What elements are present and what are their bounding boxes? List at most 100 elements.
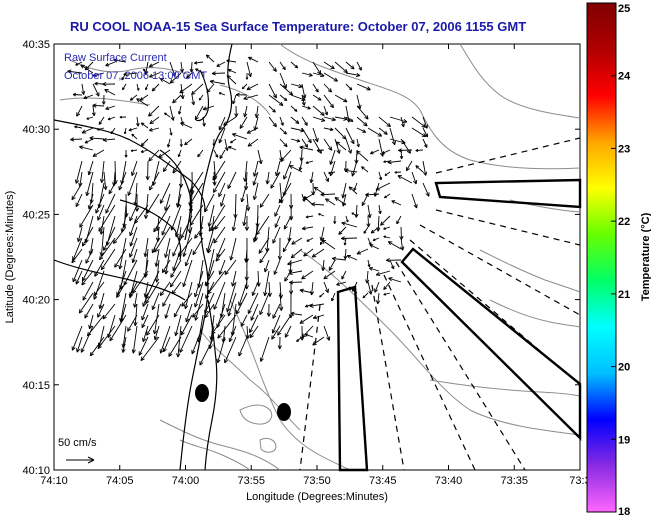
current-vector bbox=[154, 248, 160, 267]
current-vector bbox=[258, 237, 270, 254]
y-tick-label: 40:30 bbox=[22, 124, 50, 136]
current-vector bbox=[345, 116, 354, 122]
current-vector bbox=[356, 138, 360, 148]
current-vector bbox=[321, 239, 336, 250]
current-vector bbox=[273, 259, 281, 275]
current-vector bbox=[140, 138, 149, 147]
current-vector bbox=[283, 160, 292, 180]
beam-south bbox=[336, 285, 369, 472]
x-tick-label: 73:50 bbox=[303, 475, 331, 487]
current-vector bbox=[212, 138, 216, 146]
current-vector bbox=[138, 336, 149, 356]
current-vector bbox=[283, 215, 292, 230]
current-vector bbox=[91, 105, 96, 117]
current-vector bbox=[268, 116, 277, 128]
current-vector bbox=[226, 59, 237, 63]
current-vector bbox=[391, 200, 402, 206]
radar-site-marker-2 bbox=[277, 403, 291, 421]
x-tick-label: 73:35 bbox=[500, 475, 528, 487]
current-vector bbox=[202, 105, 215, 111]
current-vector bbox=[162, 336, 171, 353]
current-vector bbox=[396, 215, 402, 225]
current-vector bbox=[162, 292, 171, 307]
current-vector bbox=[97, 325, 116, 349]
beam-southeast bbox=[400, 247, 582, 441]
current-vector bbox=[252, 182, 259, 200]
colorbar-ticks: 25 24 23 22 21 20 19 18 bbox=[611, 2, 631, 518]
y-tick-label: 40:10 bbox=[22, 465, 50, 477]
current-vector bbox=[194, 61, 204, 65]
current-vector bbox=[329, 149, 336, 165]
current-vector bbox=[164, 193, 171, 211]
current-vector bbox=[159, 77, 171, 85]
current-vector bbox=[271, 314, 281, 334]
current-vector bbox=[386, 258, 402, 263]
current-vector bbox=[277, 314, 292, 336]
current-vector bbox=[224, 259, 237, 275]
current-vector bbox=[223, 116, 237, 126]
current-vector bbox=[289, 280, 303, 285]
current-vector bbox=[367, 204, 372, 219]
current-vector bbox=[181, 292, 193, 307]
beam-east bbox=[434, 178, 582, 209]
current-vector bbox=[362, 292, 369, 299]
current-vector bbox=[303, 196, 314, 206]
current-vector bbox=[234, 105, 239, 118]
current-vector bbox=[290, 61, 299, 69]
x-axis: 74:10 74:05 74:00 73:55 73:50 73:45 73:40 73:35… bbox=[40, 44, 591, 487]
current-vector bbox=[136, 83, 140, 91]
current-vector bbox=[356, 83, 371, 91]
current-vector bbox=[346, 254, 358, 261]
current-vector bbox=[169, 72, 182, 84]
current-vector bbox=[99, 160, 105, 183]
current-vector bbox=[282, 237, 292, 253]
x-tick-label: 73:40 bbox=[435, 475, 463, 487]
current-vector bbox=[75, 193, 83, 208]
current-vector bbox=[213, 171, 226, 193]
current-vector bbox=[180, 215, 193, 239]
current-vector bbox=[323, 61, 335, 70]
current-vector bbox=[216, 336, 226, 364]
current-vector bbox=[378, 127, 388, 135]
current-vector bbox=[306, 237, 314, 242]
current-vector bbox=[81, 259, 94, 282]
current-vector bbox=[336, 281, 347, 286]
current-vector bbox=[312, 336, 325, 346]
current-vector bbox=[254, 105, 259, 119]
current-vector bbox=[145, 83, 149, 91]
current-vector bbox=[274, 215, 281, 228]
current-vector bbox=[213, 226, 226, 244]
current-vector bbox=[207, 237, 215, 254]
current-vector bbox=[169, 127, 173, 136]
current-vector bbox=[169, 105, 175, 121]
current-vector bbox=[380, 215, 391, 226]
current-vector bbox=[312, 105, 325, 116]
current-vector bbox=[151, 237, 160, 254]
current-vector bbox=[139, 94, 149, 101]
current-vector bbox=[312, 127, 319, 143]
current-vector bbox=[171, 281, 182, 295]
current-vector bbox=[279, 138, 288, 148]
colorbar bbox=[586, 2, 617, 513]
current-vector bbox=[226, 75, 237, 85]
current-vector bbox=[277, 336, 282, 350]
current-vector bbox=[172, 237, 182, 257]
current-vector bbox=[235, 92, 248, 97]
current-vector bbox=[277, 237, 283, 260]
current-vector bbox=[384, 171, 391, 176]
current-vector bbox=[176, 193, 182, 208]
current-vector bbox=[103, 226, 116, 251]
current-vector bbox=[368, 267, 380, 272]
current-vector bbox=[388, 277, 402, 283]
current-vector bbox=[289, 204, 294, 221]
current-vector bbox=[389, 259, 395, 270]
current-vector bbox=[252, 160, 259, 177]
current-vector bbox=[83, 94, 94, 100]
current-vector bbox=[180, 314, 193, 336]
current-vector bbox=[259, 193, 270, 208]
current-vector bbox=[191, 94, 196, 106]
current-vector bbox=[334, 94, 348, 103]
colorbar-tick-label: 21 bbox=[618, 289, 630, 301]
current-vector bbox=[301, 270, 314, 280]
current-vector bbox=[92, 149, 105, 157]
